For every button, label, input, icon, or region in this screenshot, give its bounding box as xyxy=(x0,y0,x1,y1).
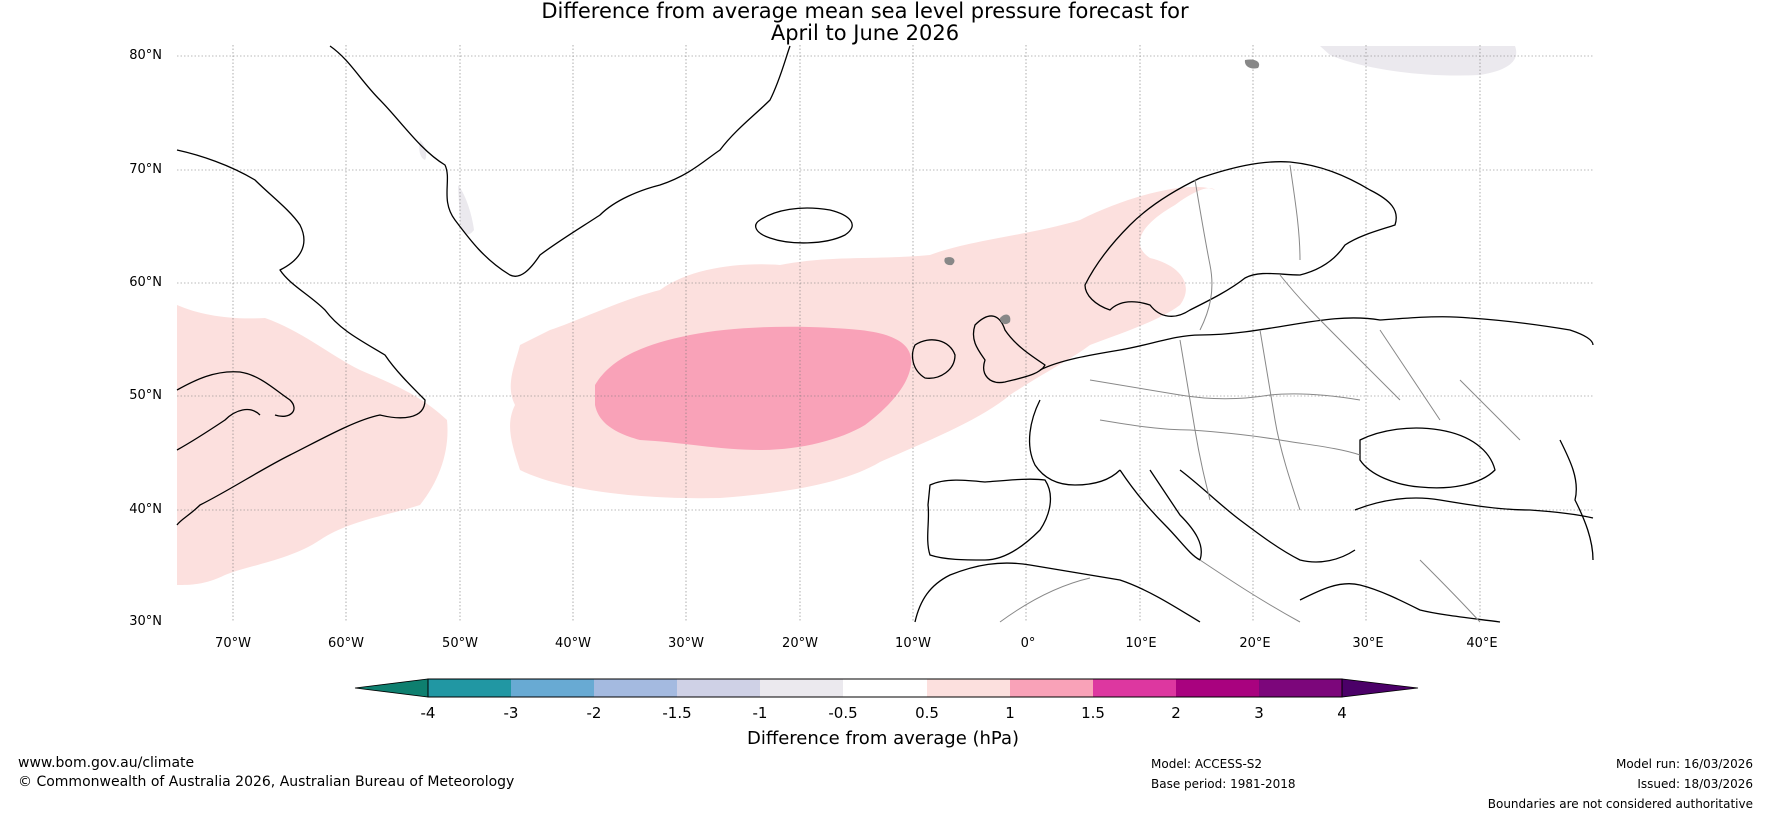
colorbar-segment xyxy=(760,679,843,697)
colorbar-segment xyxy=(594,679,677,697)
lon-label-30e: 30°E xyxy=(1352,636,1384,651)
lon-label-10e: 10°E xyxy=(1125,636,1157,651)
colorbar-tick: 1 xyxy=(1005,704,1015,722)
colorbar-tick: 0.5 xyxy=(915,704,939,722)
model-text: Model: ACCESS-S2 xyxy=(1151,757,1263,771)
lon-label-40e: 40°E xyxy=(1466,636,1498,651)
coastlines xyxy=(176,45,1594,623)
anomaly-region-grey-svalbard xyxy=(1320,46,1517,76)
colorbar-tick: -1.5 xyxy=(662,704,692,722)
lon-label-20e: 20°E xyxy=(1239,636,1271,651)
colorbar-tick: 3 xyxy=(1254,704,1264,722)
colorbar-segment xyxy=(1259,679,1342,697)
country-boundaries xyxy=(999,164,1521,623)
lon-label-70w: 70°W xyxy=(215,636,251,651)
europe-coast xyxy=(1039,316,1594,371)
model-run-text: Model run: 16/03/2026 xyxy=(1615,757,1753,771)
caspian-coast xyxy=(1559,439,1594,561)
colorbar-segment xyxy=(677,679,760,697)
lon-label-10w: 10°W xyxy=(895,636,931,651)
colorbar-tick: -3 xyxy=(503,704,519,722)
lon-label-40w: 40°W xyxy=(555,636,591,651)
lon-label-0: 0° xyxy=(1020,636,1036,651)
iceland-coast xyxy=(755,207,853,244)
lat-label-30n: 30°N xyxy=(129,614,162,629)
gridlines xyxy=(177,45,1593,622)
lat-label-40n: 40°N xyxy=(129,502,162,517)
lat-label-50n: 50°N xyxy=(129,388,162,403)
colorbar-segment xyxy=(1093,679,1176,697)
colorbar-segment xyxy=(428,679,511,697)
lon-label-50w: 50°W xyxy=(442,636,478,651)
base-period-text: Base period: 1981-2018 xyxy=(1151,777,1296,791)
lat-label-60n: 60°N xyxy=(129,275,162,290)
colorbar-extend-high xyxy=(1341,678,1419,698)
colorbar-extend-low xyxy=(354,678,429,698)
turkey-coast xyxy=(1354,497,1594,519)
anomaly-region-grey-greenland xyxy=(458,185,474,235)
canada-coast xyxy=(176,149,426,526)
greenland-coast xyxy=(329,45,791,277)
colorbar-label: Difference from average (hPa) xyxy=(746,728,1020,749)
italy-coast xyxy=(1119,469,1202,561)
issued-text: Issued: 18/03/2026 xyxy=(1637,777,1753,791)
copyright-text: © Commonwealth of Australia 2026, Austra… xyxy=(18,774,515,790)
colorbar-tick: 1.5 xyxy=(1081,704,1105,722)
colorbar-segment xyxy=(511,679,594,697)
website-link[interactable]: www.bom.gov.au/climate xyxy=(18,755,195,771)
lon-label-60w: 60°W xyxy=(328,636,364,651)
anomaly-region-pink-light-west xyxy=(177,305,448,585)
britain-coast xyxy=(972,315,1046,384)
colorbar-tick: -1 xyxy=(752,704,768,722)
africa-coast xyxy=(914,562,1201,623)
colorbar-tick: 2 xyxy=(1171,704,1181,722)
colorbar-tick: -2 xyxy=(586,704,602,722)
scandinavia-coast xyxy=(1084,161,1397,317)
black-sea-coast xyxy=(1359,427,1496,489)
colorbar-tick: -0.5 xyxy=(828,704,858,722)
colorbar-segment xyxy=(1010,679,1093,697)
ireland-coast xyxy=(911,339,956,379)
map-title-line1: Difference from average mean sea level p… xyxy=(541,0,1189,23)
map-title-line2: April to June 2026 xyxy=(770,21,960,45)
disclaimer-text: Boundaries are not considered authoritat… xyxy=(1487,797,1753,811)
lat-label-80n: 80°N xyxy=(129,48,162,63)
colorbar-segment xyxy=(843,679,927,697)
iberia-coast xyxy=(927,478,1052,561)
colorbar-segment xyxy=(1176,679,1259,697)
lon-label-20w: 20°W xyxy=(782,636,818,651)
colorbar-tick: 4 xyxy=(1337,704,1347,722)
france-coast xyxy=(1028,399,1121,486)
colorbar-tick: -4 xyxy=(420,704,436,722)
lon-label-30w: 30°W xyxy=(668,636,704,651)
colorbar-segment xyxy=(927,679,1010,697)
lat-label-70n: 70°N xyxy=(129,162,162,177)
anomaly-region-pink-medium xyxy=(595,326,912,450)
